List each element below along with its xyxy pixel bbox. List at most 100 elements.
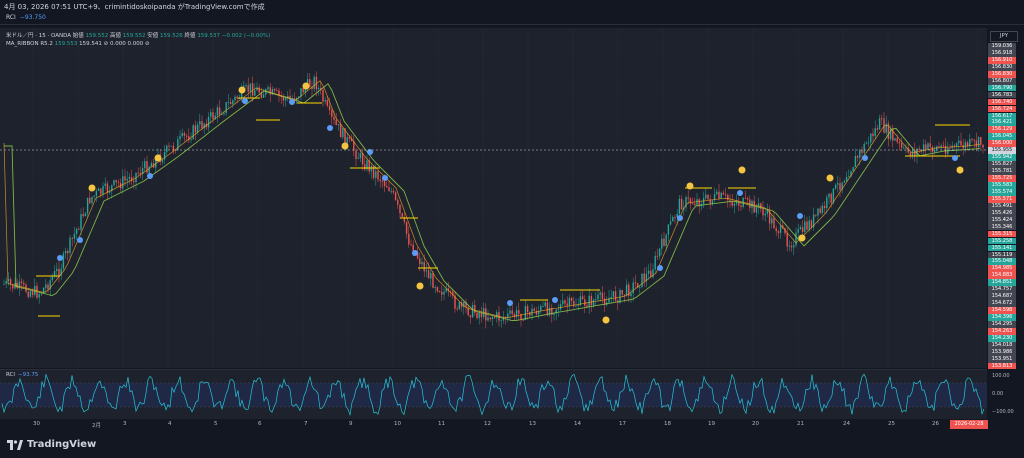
candle-body [713, 194, 716, 201]
signal-marker [507, 300, 513, 306]
time-axis[interactable] [0, 419, 1024, 431]
candle-body [496, 312, 498, 318]
candle-body [172, 145, 175, 150]
candle-body [711, 200, 714, 204]
candle-body [108, 191, 111, 193]
emoji-marker [88, 184, 96, 192]
candle-body [91, 196, 93, 204]
candle-body [614, 291, 617, 301]
candle-body [302, 88, 304, 93]
candle-body [588, 295, 590, 308]
candle-body [93, 195, 95, 197]
candle-body [234, 96, 236, 101]
candle-body [370, 165, 373, 172]
rci-value: −93.75 [18, 372, 39, 378]
candle-body [350, 138, 353, 142]
candle-body [64, 250, 67, 254]
time-label: 17 [619, 421, 626, 427]
candle-body [284, 98, 287, 101]
candle-body [665, 234, 667, 247]
tradingview-logo[interactable]: TradingView [7, 439, 96, 450]
candle-body [245, 85, 247, 87]
signal-marker [797, 213, 803, 219]
candle-body [408, 233, 410, 245]
time-label: 9 [349, 421, 353, 427]
candle-body [86, 197, 89, 214]
candle-body [247, 85, 249, 92]
candle-body [480, 312, 483, 318]
candle-body [489, 317, 491, 320]
candle-body [146, 161, 148, 173]
signal-marker [862, 155, 868, 161]
candle-body [403, 217, 406, 222]
rci-label[interactable]: RCI [6, 372, 16, 378]
candle-body [898, 141, 901, 144]
candle-body [427, 270, 430, 279]
rci-pane[interactable] [0, 369, 987, 420]
price-label: 156.045 [988, 133, 1016, 141]
rci-axis-bottom: −100.00 [992, 409, 1014, 415]
candle-body [575, 305, 577, 307]
candle-body [80, 214, 82, 230]
candle-body [570, 297, 573, 301]
candle-body [201, 121, 203, 129]
candle-body [823, 205, 826, 209]
candle-body [819, 208, 821, 213]
candle-body [438, 291, 441, 293]
candle-body [7, 279, 10, 281]
candle-body [421, 261, 423, 265]
candle-body [5, 280, 7, 284]
candle-body [782, 225, 784, 229]
candle-body [23, 283, 25, 285]
candle-body [859, 150, 861, 158]
candle-body [830, 193, 832, 203]
price-chart-pane[interactable] [0, 28, 987, 368]
candle-body [731, 201, 733, 206]
candles-svg[interactable] [0, 28, 987, 368]
ohlc-row: 米ドル／円 · 15 · OANDA 始値 159.552 高値 159.552… [6, 32, 270, 40]
candle-body [566, 303, 568, 306]
hide-icon[interactable]: ⊘ [103, 41, 109, 47]
price-label: 153.813 [988, 362, 1016, 370]
candle-body [212, 112, 214, 120]
candle-body [740, 205, 742, 207]
price-label: 153.986 [988, 348, 1016, 356]
candle-body [973, 139, 975, 141]
candle-body [878, 118, 881, 130]
candle-body [394, 192, 397, 200]
candle-body [179, 136, 181, 140]
candle-body [955, 143, 958, 147]
currency-button[interactable]: JPY [990, 31, 1018, 42]
candle-body [126, 178, 128, 181]
price-label: 156.000 [988, 140, 1016, 148]
candle-body [518, 310, 520, 314]
candle-body [905, 147, 907, 149]
settings-icon[interactable]: ⊘ [145, 41, 150, 47]
candle-body [432, 273, 434, 288]
ribbon-name[interactable]: MA_RIBBON R5.2 [6, 41, 53, 47]
candle-body [969, 139, 971, 147]
ribbon-value-2: 159.541 [79, 41, 102, 47]
candle-body [47, 284, 49, 290]
candle-body [225, 102, 227, 113]
candle-body [229, 102, 232, 105]
candle-body [346, 137, 348, 145]
price-label: 155.725 [988, 175, 1016, 182]
price-label: 154.018 [988, 341, 1016, 349]
time-label: 7 [304, 421, 308, 427]
chart-caption: 4月 03, 2026 07:51 UTC+9、crimintidoskoipa… [4, 3, 265, 11]
candle-body [894, 138, 896, 141]
candle-body [128, 177, 131, 179]
price-label: 156.790 [988, 84, 1016, 92]
candle-body [526, 306, 529, 313]
candle-body [555, 309, 557, 314]
rci-line [1, 373, 985, 417]
candle-body [232, 100, 234, 105]
candle-body [709, 199, 711, 204]
candle-body [69, 237, 71, 254]
candle-body [124, 176, 126, 181]
price-label: 159.036 [988, 43, 1016, 50]
candle-body [592, 300, 595, 306]
candle-body [78, 228, 80, 230]
symbol-name[interactable]: 米ドル／円 · 15 · OANDA [6, 33, 71, 39]
